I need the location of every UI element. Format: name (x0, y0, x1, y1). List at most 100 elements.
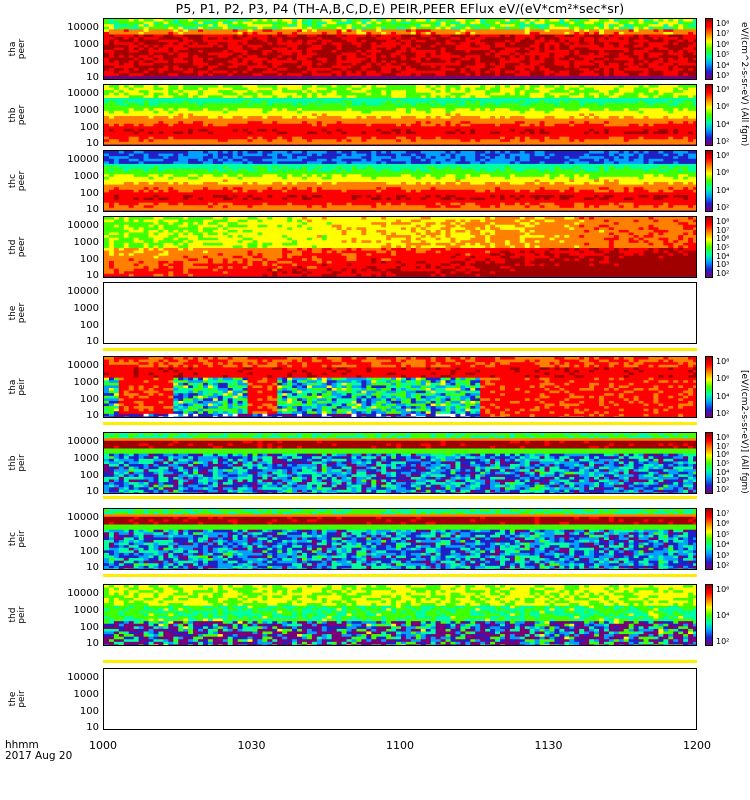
heatmap-cell (460, 123, 466, 127)
heatmap-cell (341, 95, 348, 99)
heatmap-cell (519, 60, 526, 64)
heatmap-cell (495, 87, 501, 91)
heatmap-cell (638, 24, 645, 28)
heatmap-cell (257, 87, 263, 91)
heatmap-cell (356, 87, 362, 91)
heatmap-cell (678, 68, 684, 72)
heatmap-cell (297, 78, 303, 79)
heatmap-cell (465, 60, 471, 64)
heatmap-cell (678, 29, 684, 33)
heatmap-cell (405, 123, 412, 127)
heatmap-cell (465, 92, 471, 96)
heatmap-cell (356, 52, 362, 56)
heatmap-cell (247, 128, 254, 133)
heatmap-cell (396, 24, 402, 28)
heatmap-cell (143, 100, 150, 104)
heatmap-cell (212, 128, 219, 133)
heatmap-cell (321, 73, 328, 77)
heatmap-cell (252, 62, 259, 67)
heatmap-cell (242, 70, 249, 74)
heatmap-cell (346, 42, 353, 46)
heatmap-cell (623, 21, 630, 25)
heatmap-cell (128, 60, 135, 64)
heatmap-cell (292, 95, 298, 99)
heatmap-cell (203, 126, 209, 130)
heatmap-cell (450, 103, 457, 107)
heatmap-cell (376, 90, 382, 94)
heatmap-cell (509, 31, 516, 36)
heatmap-cell (420, 139, 427, 143)
heatmap-cell (475, 113, 481, 117)
heatmap-cell (371, 73, 377, 77)
heatmap-cell (599, 50, 605, 54)
heatmap-cell (445, 131, 452, 135)
heatmap-cell (386, 75, 392, 79)
heatmap-cell (341, 100, 348, 104)
heatmap-cell (500, 144, 506, 145)
heatmap-cell (306, 85, 313, 89)
heatmap-cell (529, 141, 536, 145)
heatmap-cell (470, 29, 476, 33)
heatmap-cell (237, 92, 244, 96)
heatmap-cell (445, 103, 452, 107)
heatmap-cell (282, 44, 288, 49)
heatmap-cell (341, 90, 348, 94)
heatmap-cell (351, 121, 358, 125)
heatmap-cell (683, 70, 689, 74)
heatmap-cell (193, 29, 199, 33)
heatmap-cell (410, 21, 417, 25)
heatmap-cell (207, 19, 214, 23)
heatmap-cell (321, 29, 328, 33)
heatmap-cell (386, 121, 392, 125)
heatmap-cell (222, 29, 229, 33)
heatmap-cell (113, 78, 120, 79)
heatmap-cell (514, 85, 521, 89)
heatmap-cell (242, 128, 249, 133)
heatmap-cell (168, 92, 174, 96)
heatmap-cell (104, 57, 110, 61)
heatmap-cell (529, 65, 536, 69)
heatmap-cell (500, 37, 506, 41)
heatmap-cell (198, 116, 204, 120)
heatmap-cell (188, 128, 194, 133)
heatmap-cell (143, 87, 150, 91)
heatmap-cell (242, 90, 249, 94)
heatmap-cell (430, 70, 437, 74)
heatmap-cell (118, 110, 125, 115)
heatmap-cell (509, 78, 516, 79)
heatmap-cell (683, 73, 689, 77)
heatmap-cell (509, 19, 516, 23)
heatmap-cell (118, 113, 125, 117)
heatmap-cell (420, 68, 427, 72)
heatmap-cell (227, 118, 234, 122)
heatmap-cell (653, 44, 659, 49)
heatmap-cell (272, 128, 278, 133)
heatmap-cell (445, 113, 452, 117)
heatmap-cell (336, 55, 343, 59)
heatmap-cell (193, 95, 199, 99)
heatmap-cell (242, 108, 249, 112)
heatmap-cell (178, 113, 184, 117)
heatmap-cell (267, 26, 273, 30)
heatmap-cell (683, 55, 689, 59)
heatmap-cell (623, 65, 630, 69)
heatmap-cell (222, 121, 229, 125)
heatmap-cell (668, 68, 674, 72)
heatmap-cell (104, 90, 110, 94)
heatmap-cell (207, 62, 214, 67)
heatmap-cell (450, 50, 457, 54)
heatmap-cell (381, 42, 387, 46)
heatmap-cell (232, 118, 239, 122)
heatmap-cell (104, 19, 110, 23)
heatmap-cell (509, 108, 516, 112)
heatmap-cell (222, 134, 229, 138)
heatmap-cell (108, 78, 115, 79)
heatmap-cell (193, 78, 199, 79)
heatmap-cell (193, 144, 199, 145)
heatmap-cell (633, 24, 640, 28)
heatmap-cell (470, 52, 476, 56)
heatmap-cell (376, 78, 382, 79)
heatmap-cell (118, 95, 125, 99)
heatmap-cell (396, 75, 402, 79)
heatmap-cell (529, 78, 536, 79)
